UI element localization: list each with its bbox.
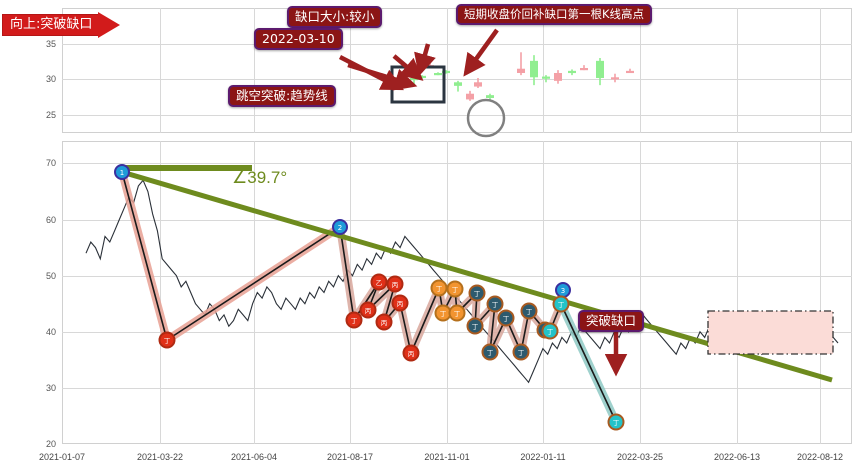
x-axis-tick-label: 2021-01-07 xyxy=(38,452,86,462)
gridline-vertical xyxy=(737,8,738,133)
x-axis-tick-label: 2021-03-22 xyxy=(136,452,184,462)
main-price-panel xyxy=(62,141,852,444)
angle-label: ∠39.7° xyxy=(232,168,288,187)
gridline-horizontal xyxy=(62,79,852,81)
y-axis-tick-label: 60 xyxy=(45,214,56,225)
gridline-vertical xyxy=(350,141,351,444)
annotation-callout-gap-date: 2022-03-10 xyxy=(254,28,343,51)
y-axis-tick-label: 30 xyxy=(45,382,56,393)
x-axis-tick-label: 2022-03-25 xyxy=(616,452,664,462)
gridline-vertical xyxy=(737,141,738,444)
y-axis-tick-label: 40 xyxy=(45,326,56,337)
gridline-horizontal xyxy=(62,163,852,165)
annotation-callout-gap-fill: 短期收盘价回补缺口第一根K线高点 xyxy=(456,4,653,26)
annotation-callout-break-gap: 突破缺口 xyxy=(578,310,645,333)
gridline-horizontal xyxy=(62,115,852,117)
breakaway-gap-banner: 向上:突破缺口 xyxy=(2,11,121,38)
x-axis-tick-label: 2021-11-01 xyxy=(424,452,470,462)
gridline-horizontal xyxy=(62,387,852,389)
gridline-vertical xyxy=(820,8,821,133)
gridline-vertical xyxy=(447,8,448,133)
x-axis-tick-label: 2021-08-17 xyxy=(326,452,374,462)
x-axis-tick-label: 2021-06-04 xyxy=(230,452,278,462)
y-axis-tick-label: 50 xyxy=(45,270,56,281)
annotation-callout-gap-size: 缺口大小:较小 xyxy=(287,6,383,29)
banner-label: 向上:突破缺口 xyxy=(2,13,99,36)
x-axis-tick-label: 2022-08-12 xyxy=(796,452,844,462)
banner-arrow-icon xyxy=(98,11,121,38)
gridline-horizontal xyxy=(62,219,852,221)
gridline-vertical xyxy=(447,141,448,444)
gridline-horizontal xyxy=(62,43,852,45)
gridline-horizontal xyxy=(62,275,852,277)
gridline-vertical xyxy=(820,141,821,444)
gridline-vertical xyxy=(640,141,641,444)
x-axis-tick-label: 2022-01-11 xyxy=(520,452,566,462)
gridline-horizontal xyxy=(62,331,852,333)
y-axis-tick-label: 25 xyxy=(45,110,56,121)
gridline-vertical xyxy=(543,8,544,133)
gridline-vertical xyxy=(160,8,161,133)
y-axis-tick-label: 20 xyxy=(45,439,56,449)
annotation-callout-gap-break: 跳空突破:趋势线 xyxy=(228,85,336,108)
y-axis-tick-label: 70 xyxy=(45,158,56,169)
y-axis-tick-label: 30 xyxy=(45,74,56,85)
top-candlestick-panel xyxy=(62,8,852,133)
gridline-vertical xyxy=(640,8,641,133)
gridline-vertical xyxy=(160,141,161,444)
x-axis-tick-label: 2022-06-13 xyxy=(713,452,761,462)
y-axis-tick-label: 35 xyxy=(45,38,56,49)
gridline-vertical xyxy=(543,141,544,444)
gridline-vertical xyxy=(254,8,255,133)
